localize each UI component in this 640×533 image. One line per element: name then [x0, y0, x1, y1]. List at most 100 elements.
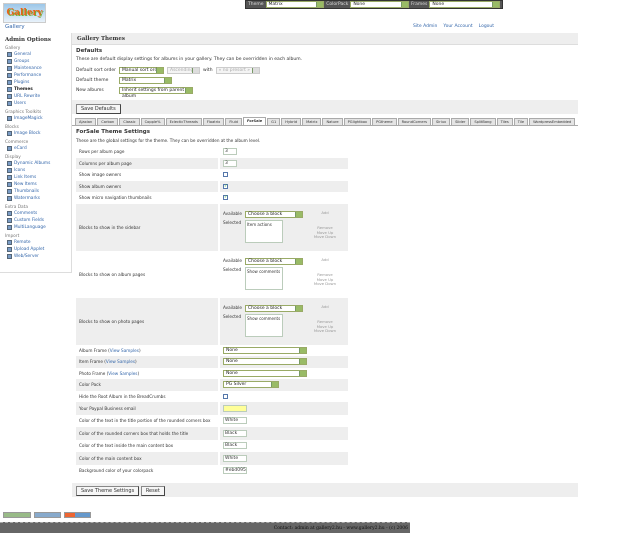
- sidebar-item-label[interactable]: New Items: [14, 182, 37, 187]
- tab-forsale[interactable]: ForSale: [242, 116, 267, 125]
- choose-block-select[interactable]: Choose a block: [245, 211, 303, 218]
- move-down-button[interactable]: Move Down: [313, 281, 337, 286]
- sidebar-item-performance[interactable]: Performance: [5, 72, 66, 79]
- tab-roundcorners[interactable]: RoundCorners: [397, 118, 431, 125]
- sidebar-item-label[interactable]: Icons: [14, 168, 26, 173]
- setting-select[interactable]: None: [223, 369, 307, 377]
- sidebar-item-new-items[interactable]: New Items: [5, 181, 66, 188]
- checkbox-checked[interactable]: ✓: [223, 183, 228, 189]
- tab-tile[interactable]: Tile: [513, 118, 529, 125]
- logout-link[interactable]: Logout: [478, 24, 495, 29]
- sidebar-item-ecard[interactable]: eCard: [5, 145, 66, 152]
- move-down-button[interactable]: Move Down: [313, 328, 337, 333]
- tab-pglightbox[interactable]: PGlightbox: [343, 118, 372, 125]
- selected-blocks-list[interactable]: Item actions: [245, 220, 283, 243]
- sidebar-item-label[interactable]: Image Block: [14, 131, 41, 136]
- view-samples-link[interactable]: View Samples: [105, 359, 136, 365]
- sidebar-item-label[interactable]: Link Items: [14, 175, 37, 180]
- choose-block-select[interactable]: Choose a block: [245, 305, 303, 312]
- save-theme-settings-button[interactable]: Save Theme Settings: [76, 486, 140, 496]
- tab-splitbang[interactable]: SplitBang: [470, 118, 496, 125]
- selected-blocks-list[interactable]: Show comments: [245, 314, 283, 337]
- sidebar-item-icons[interactable]: Icons: [5, 167, 66, 174]
- sidebar-item-general[interactable]: General: [5, 51, 66, 58]
- tab-matrix[interactable]: Matrix: [302, 118, 322, 125]
- tab-ajaxian[interactable]: Ajaxian: [75, 118, 97, 125]
- sidebar-item-comments[interactable]: Comments: [5, 210, 66, 217]
- sidebar-item-label[interactable]: Users: [14, 101, 27, 106]
- checkbox-unchecked[interactable]: [223, 172, 228, 178]
- add-block-button[interactable]: Add: [321, 257, 329, 262]
- sidebar-item-label[interactable]: Thumbnails: [14, 189, 39, 194]
- sidebar-item-label[interactable]: Upload Applet: [14, 247, 45, 252]
- presort-select[interactable]: « no presort »: [215, 66, 260, 74]
- gallery2-badge[interactable]: [34, 512, 61, 518]
- your-account-link[interactable]: Your Account: [443, 24, 473, 29]
- tab-fluid[interactable]: Fluid: [225, 118, 242, 125]
- sidebar-item-label[interactable]: Themes: [14, 87, 33, 92]
- remove-button[interactable]: Remove: [317, 272, 333, 277]
- setting-text-input[interactable]: Black: [223, 429, 247, 437]
- move-up-button[interactable]: Move Up: [316, 323, 334, 329]
- sidebar-item-imagemagick[interactable]: ImageMagick: [5, 115, 66, 122]
- colorpack-select[interactable]: None: [350, 1, 409, 8]
- tab-floatrix[interactable]: Floatrix: [202, 118, 225, 125]
- sidebar-item-label[interactable]: URL Rewrite: [14, 94, 41, 99]
- sidebar-item-groups[interactable]: Groups: [5, 58, 66, 65]
- setting-text-input[interactable]: 3: [223, 159, 237, 167]
- setting-select[interactable]: None: [223, 358, 307, 366]
- tab-siriux[interactable]: Siriux: [431, 118, 451, 125]
- sidebar-item-label[interactable]: Custom Fields: [14, 218, 44, 223]
- sort-order-select[interactable]: Manual sort order: [119, 66, 164, 74]
- sidebar-item-label[interactable]: Remote: [14, 240, 31, 245]
- sidebar-item-label[interactable]: MultiLanguage: [14, 225, 46, 230]
- sidebar-item-label[interactable]: Comments: [14, 211, 38, 216]
- selected-blocks-list[interactable]: Show comments: [245, 267, 283, 290]
- gallery2-help-badge[interactable]: [64, 512, 91, 518]
- sidebar-item-label[interactable]: ImageMagick: [14, 116, 43, 121]
- frames-select[interactable]: None: [429, 1, 500, 8]
- sidebar-item-label[interactable]: Maintenance: [14, 66, 42, 71]
- paypal-email-input[interactable]: [223, 404, 247, 412]
- default-theme-select[interactable]: Matrix: [119, 76, 172, 84]
- sidebar-item-themes[interactable]: Themes: [5, 86, 66, 93]
- reset-button[interactable]: Reset: [140, 486, 165, 496]
- sidebar-item-url-rewrite[interactable]: URL Rewrite: [5, 93, 66, 100]
- gallery-logo[interactable]: Gallery: [3, 3, 46, 23]
- setting-text-input[interactable]: #ebd095: [223, 467, 247, 475]
- tab-g1[interactable]: G1: [267, 118, 281, 125]
- site-admin-link[interactable]: Site Admin: [413, 24, 438, 29]
- move-up-button[interactable]: Move Up: [316, 276, 334, 282]
- new-albums-select[interactable]: Inherit settings from parent album: [119, 86, 193, 99]
- move-down-button[interactable]: Move Down: [313, 234, 337, 239]
- checkbox-checked[interactable]: ✓: [223, 195, 228, 201]
- setting-text-input[interactable]: White: [223, 417, 247, 425]
- sidebar-item-label[interactable]: General: [14, 52, 31, 57]
- theme-select[interactable]: Matrix: [265, 1, 325, 8]
- setting-text-input[interactable]: White: [223, 454, 247, 462]
- sidebar-item-plugins[interactable]: Plugins: [5, 79, 66, 86]
- tab-slider[interactable]: Slider: [451, 118, 470, 125]
- choose-block-select[interactable]: Choose a block: [245, 258, 303, 265]
- tab-tiles[interactable]: Tiles: [496, 118, 513, 125]
- sidebar-item-label[interactable]: eCard: [14, 146, 27, 151]
- sidebar-item-thumbnails[interactable]: Thumbnails: [5, 188, 66, 195]
- sidebar-item-label[interactable]: Watermarks: [14, 196, 40, 201]
- tab-nature[interactable]: Nature: [322, 118, 343, 125]
- sidebar-item-watermarks[interactable]: Watermarks: [5, 195, 66, 202]
- valid-xhtml-badge[interactable]: [3, 512, 31, 518]
- sort-direction-select[interactable]: Ascending: [167, 66, 200, 74]
- sidebar-item-dynamic-albums[interactable]: Dynamic Albums: [5, 160, 66, 167]
- breadcrumb-gallery[interactable]: Gallery: [5, 24, 25, 30]
- save-defaults-button[interactable]: Save Defaults: [76, 104, 121, 114]
- sidebar-item-custom-fields[interactable]: Custom Fields: [5, 217, 66, 224]
- sidebar-item-label[interactable]: Web/Server: [14, 254, 39, 259]
- sidebar-item-image-block[interactable]: Image Block: [5, 130, 66, 137]
- setting-select[interactable]: PG Silver: [223, 381, 279, 389]
- tab-carbon[interactable]: Carbon: [97, 118, 119, 125]
- tab-wordpressembedded[interactable]: WordpressEmbedded: [529, 118, 576, 125]
- setting-text-input[interactable]: Black: [223, 442, 247, 450]
- remove-button[interactable]: Remove: [317, 225, 333, 230]
- tab-copple[interactable]: Copple%: [140, 118, 165, 125]
- setting-text-input[interactable]: 3: [223, 148, 237, 156]
